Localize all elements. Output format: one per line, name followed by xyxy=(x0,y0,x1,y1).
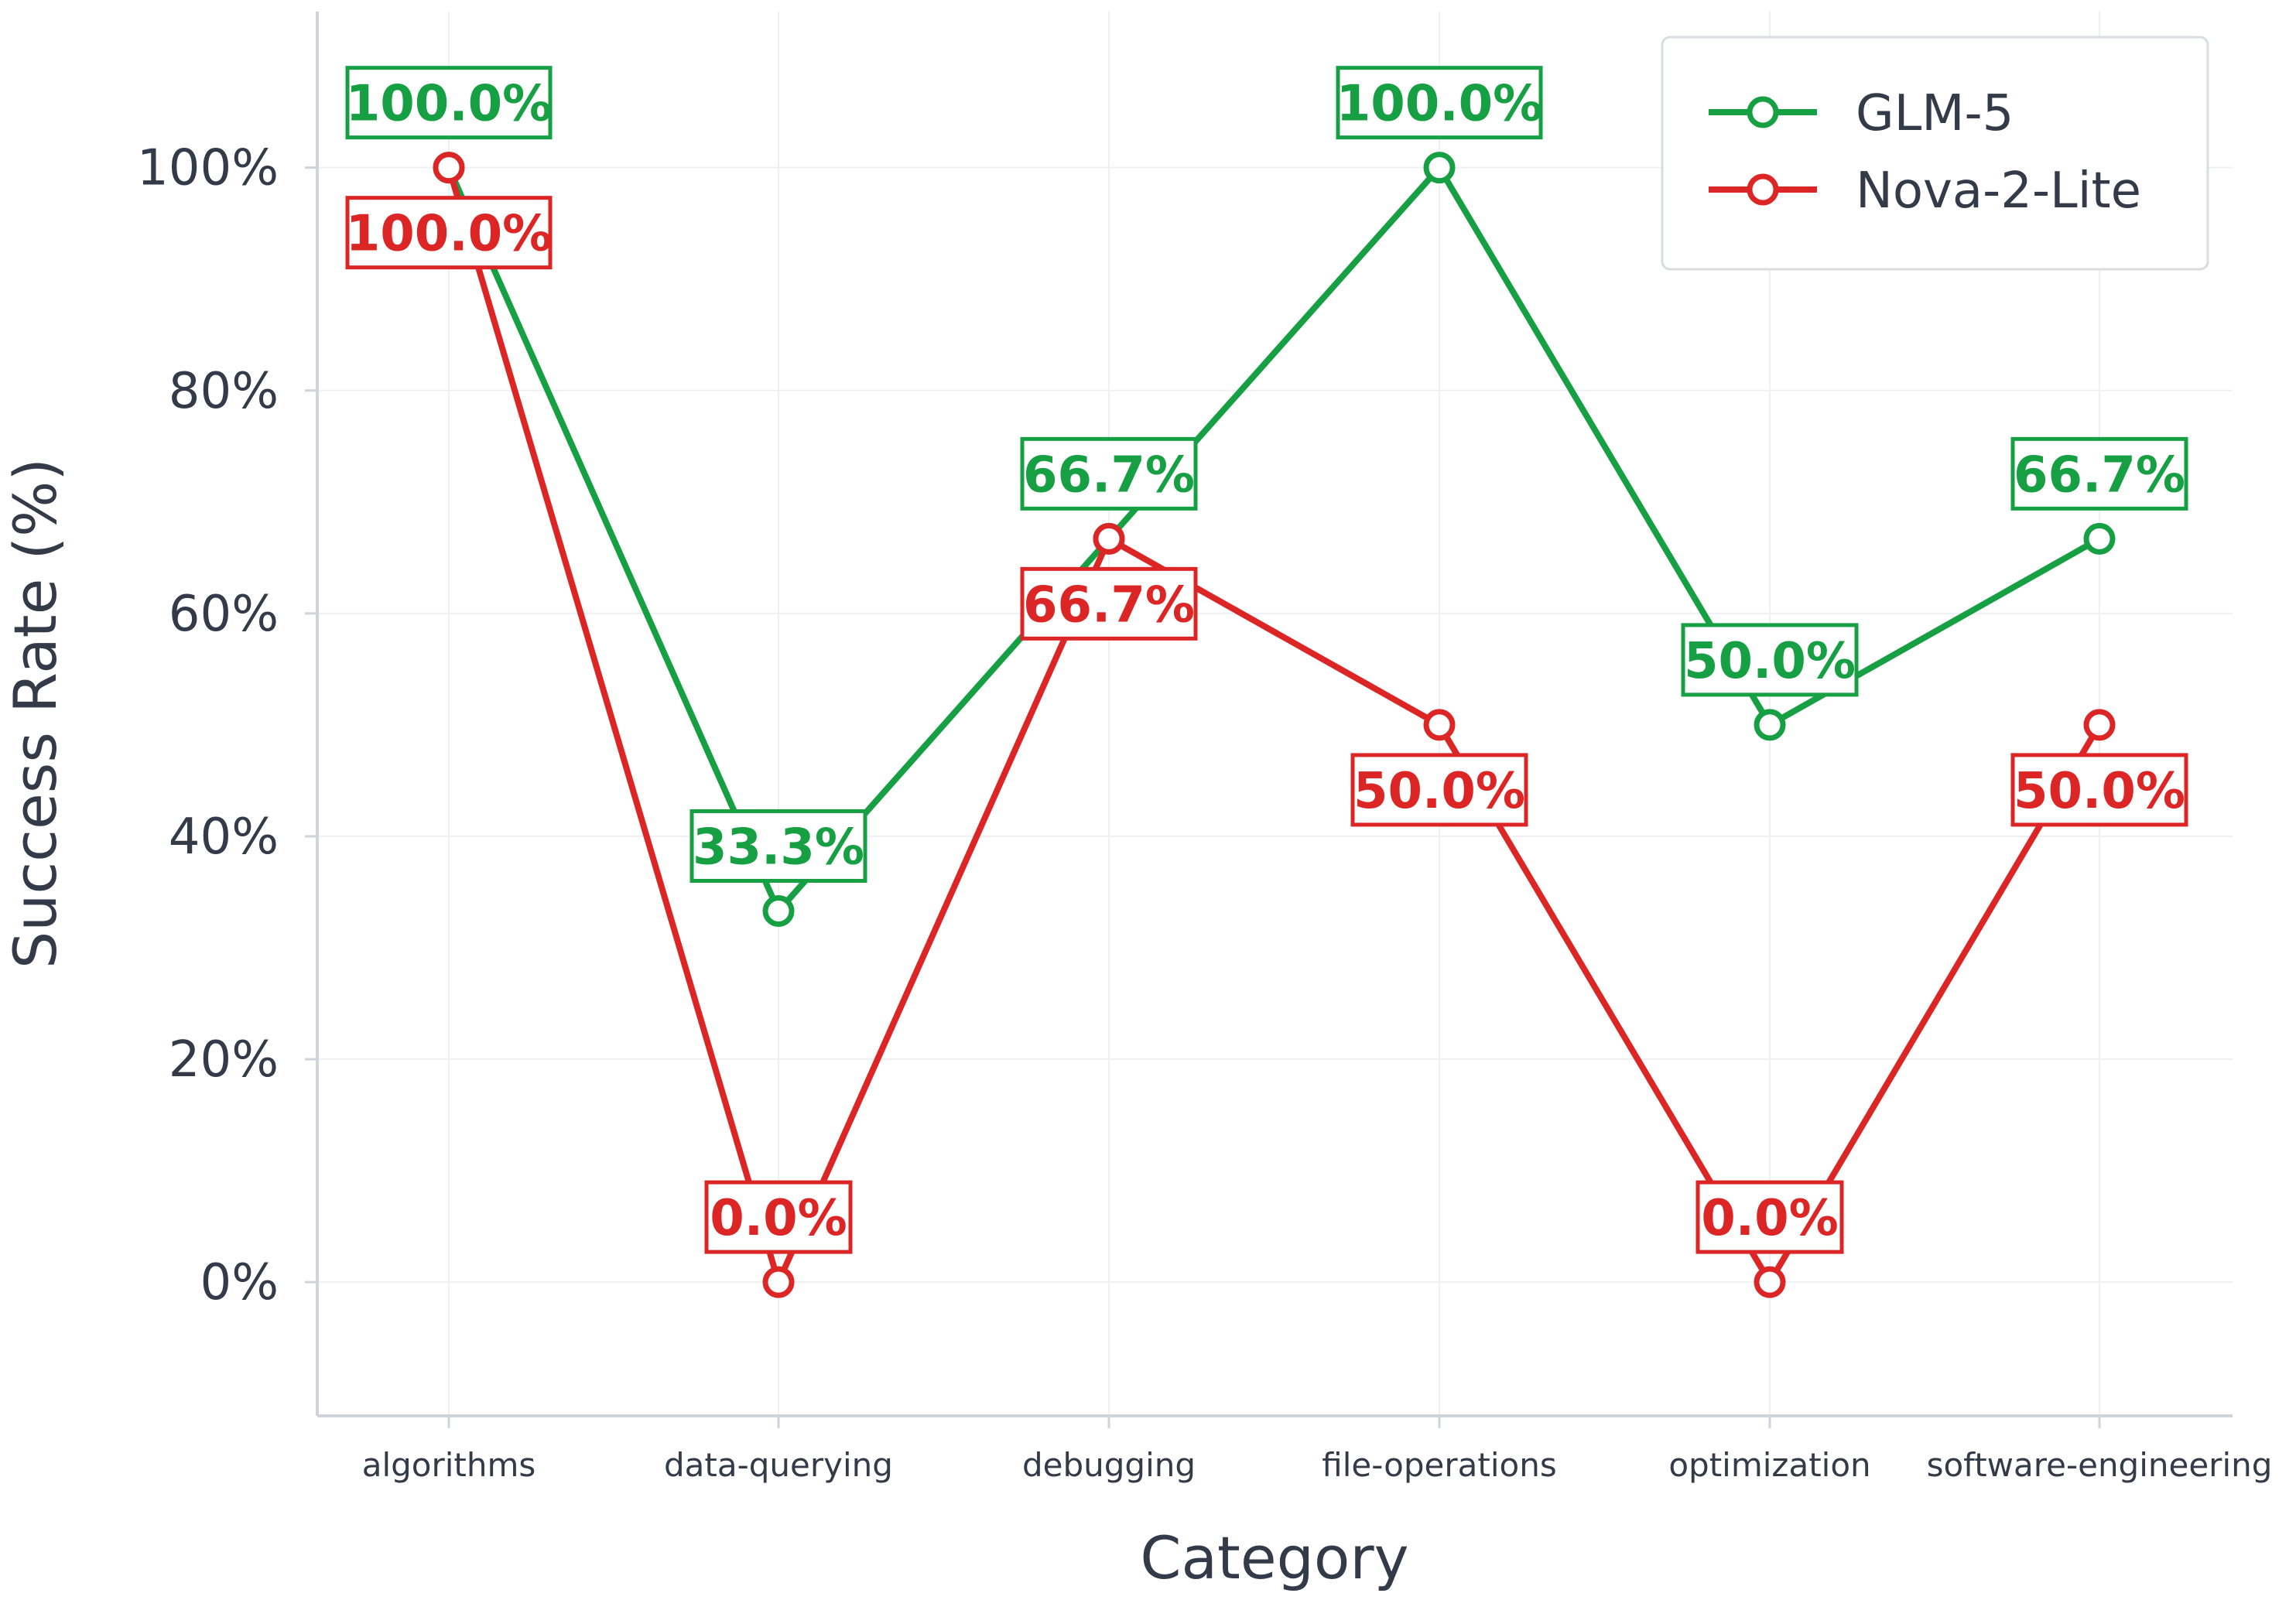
data-label: 100.0% xyxy=(1336,76,1543,133)
data-point xyxy=(762,894,795,927)
legend-label: GLM-5 xyxy=(1856,85,2014,142)
data-label-box xyxy=(689,809,867,883)
data-label-box xyxy=(1020,566,1198,641)
x-axis-title: Category xyxy=(1140,1523,1408,1592)
data-label: 0.0% xyxy=(1701,1190,1839,1247)
data-point xyxy=(1754,709,1786,741)
data-label: 50.0% xyxy=(1684,633,1856,690)
series-lines xyxy=(433,152,2116,1298)
x-tick-label: debugging xyxy=(1022,1446,1196,1484)
data-label: 100.0% xyxy=(346,76,553,133)
data-label-box xyxy=(1020,436,1198,511)
x-tick-label: algorithms xyxy=(362,1446,536,1484)
axes: 0% 20% 40% 60% 80% 100% algorithms data-queryin… xyxy=(137,12,2272,1484)
data-point xyxy=(762,1266,795,1298)
data-label-box xyxy=(2010,753,2188,827)
y-axis-title: Success Rate (%) xyxy=(1,458,70,969)
data-label: 100.0% xyxy=(346,206,553,263)
data-label-box xyxy=(345,66,553,140)
y-tick-label: 0% xyxy=(200,1254,279,1311)
x-tick-label: data-querying xyxy=(664,1446,893,1484)
data-label: 66.7% xyxy=(1023,446,1195,504)
data-label-box xyxy=(704,1180,853,1254)
data-point xyxy=(433,152,465,184)
y-tick-label: 40% xyxy=(169,809,279,866)
y-tick-label: 20% xyxy=(169,1031,279,1089)
x-tick-label: file-operations xyxy=(1322,1446,1556,1484)
y-tick-label: 60% xyxy=(169,586,279,643)
x-tick-label: software-engineering xyxy=(1927,1446,2273,1484)
data-point xyxy=(2083,709,2116,741)
data-labels: 100.0% 33.3% 66.7% 100.0% 50.0% 66.7% 100.0% 0.… xyxy=(345,66,2188,1254)
data-label-box xyxy=(1336,66,1543,140)
legend-box xyxy=(1661,36,2209,271)
data-label: 66.7% xyxy=(1023,576,1195,634)
data-label-box xyxy=(1681,623,1859,697)
y-tick-label: 100% xyxy=(137,140,279,197)
data-label-box xyxy=(1350,753,1528,827)
data-label: 66.7% xyxy=(2014,446,2185,504)
legend-marker xyxy=(1747,173,1779,206)
data-label: 50.0% xyxy=(2014,763,2185,820)
legend-label: Nova-2-Lite xyxy=(1856,162,2141,220)
legend-marker xyxy=(1747,96,1779,128)
data-point xyxy=(1423,152,1456,184)
series-line xyxy=(446,164,2101,915)
x-tick-label: optimization xyxy=(1668,1446,1870,1484)
data-label-box xyxy=(1695,1180,1844,1254)
data-point xyxy=(1754,1266,1786,1298)
y-tick-label: 80% xyxy=(169,363,279,420)
data-label: 50.0% xyxy=(1353,763,1525,820)
data-point xyxy=(1093,522,1125,555)
data-point xyxy=(1423,709,1456,741)
legend: GLM-5 Nova-2-Lite xyxy=(1661,36,2209,271)
data-label: 0.0% xyxy=(710,1190,847,1247)
data-label-box xyxy=(2010,436,2188,511)
data-label-box xyxy=(345,196,553,270)
data-point xyxy=(2083,522,2116,555)
data-label: 33.3% xyxy=(693,819,864,876)
